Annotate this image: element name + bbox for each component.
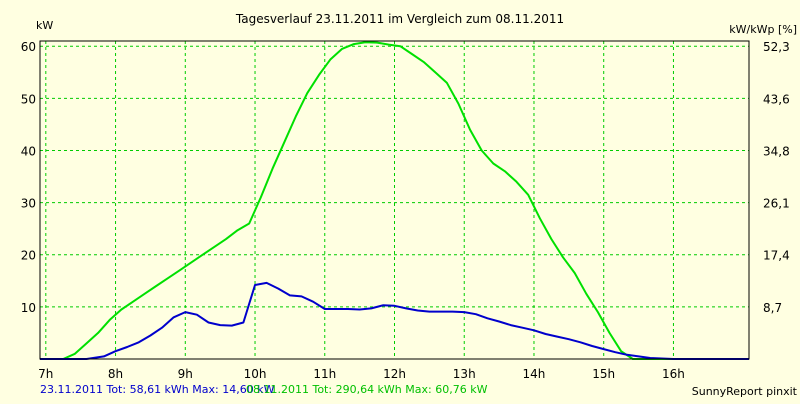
credit-label: SunnyReport pinxit: [692, 385, 798, 398]
y-right-tick-label: 8,7: [763, 301, 782, 315]
y-left-tick-label: 50: [21, 92, 36, 106]
x-tick-label: 12h: [383, 367, 406, 381]
y-right-tick-label: 52,3: [763, 40, 790, 54]
y-left-tick-label: 30: [21, 197, 36, 211]
series-line-08.11.2011: [40, 41, 749, 360]
legend-08-11-2011: 08.11.2011 Tot: 290,64 kWh Max: 60,76 kW: [246, 383, 488, 396]
y-left-tick-label: 20: [21, 249, 36, 263]
series-group: [40, 41, 749, 360]
grid: [40, 41, 749, 359]
x-tick-label: 7h: [38, 367, 53, 381]
y-axis-right-label: kW/kWp [%]: [729, 23, 797, 36]
y-left-tick-label: 10: [21, 301, 36, 315]
y-right-tick-label: 43,6: [763, 92, 790, 106]
y-right-tick-label: 26,1: [763, 197, 790, 211]
y-right-tick-label: 34,8: [763, 144, 790, 158]
x-tick-label: 13h: [453, 367, 476, 381]
x-tick-label: 14h: [523, 367, 546, 381]
plot-frame: [39, 40, 750, 360]
y-axis-left-label: kW: [36, 19, 53, 32]
x-tick-label: 8h: [108, 367, 123, 381]
x-tick-label: 10h: [244, 367, 267, 381]
y-left-tick-label: 60: [21, 40, 36, 54]
x-tick-label: 11h: [313, 367, 336, 381]
y-right-tick-label: 17,4: [763, 249, 790, 263]
legend-23-11-2011: 23.11.2011 Tot: 58,61 kWh Max: 14,60 kW: [40, 383, 275, 396]
series-line-23.11.2011: [40, 281, 749, 360]
x-tick-label: 16h: [662, 367, 685, 381]
tick-labels: 7h 8h 9h 10h 11h 12h 13h 14h 15h 16h 10 8,7 20 17,4 30…: [21, 40, 790, 381]
x-tick-label: 15h: [592, 367, 615, 381]
x-tick-label: 9h: [178, 367, 193, 381]
y-left-tick-label: 40: [21, 144, 36, 158]
chart-title: Tagesverlauf 23.11.2011 im Vergleich zum…: [235, 12, 564, 26]
